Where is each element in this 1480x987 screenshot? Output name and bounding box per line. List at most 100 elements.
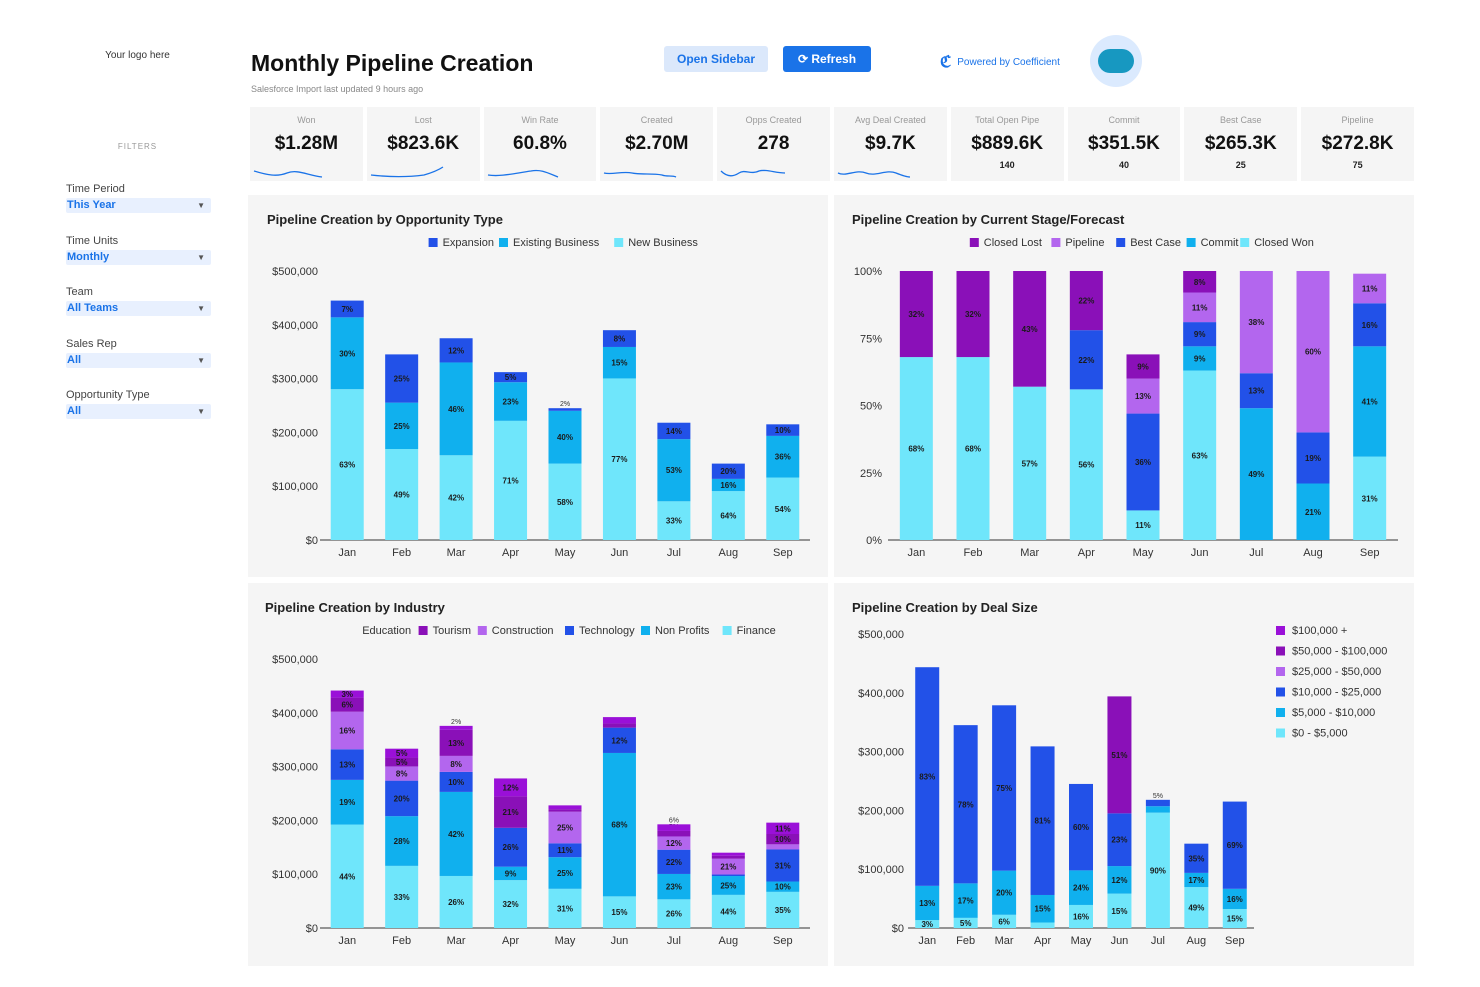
- y-tick-label: $100,000: [272, 869, 318, 881]
- bar-data-label: 75%: [996, 784, 1012, 793]
- bar-data-label: 6%: [341, 701, 353, 710]
- kpi-sparkline: [253, 170, 323, 178]
- y-tick-label: $200,000: [272, 427, 318, 439]
- deal-size-panel: Pipeline Creation by Deal Size $100,000 +…: [834, 583, 1414, 966]
- bar-segment: [494, 827, 528, 867]
- bar-segment: [330, 779, 364, 825]
- bar-segment: [1183, 292, 1217, 323]
- bar-segment: [1069, 783, 1093, 871]
- bar-data-label: 15%: [1227, 915, 1243, 924]
- open-sidebar-button[interactable]: Open Sidebar: [664, 46, 768, 72]
- bar-data-label: 9%: [1194, 354, 1206, 363]
- legend-label: Education: [362, 625, 411, 637]
- legend-label: Closed Won: [1254, 237, 1314, 249]
- y-tick-label: $400,000: [858, 688, 904, 700]
- bar-data-label: 12%: [503, 783, 519, 792]
- bar-segment: [548, 811, 582, 844]
- bar-segment: [1030, 894, 1055, 923]
- time-units-select[interactable]: Monthly ▼: [66, 250, 211, 265]
- kpi-card: Opps Created 278: [717, 107, 830, 181]
- powered-by[interactable]: ℭ Powered by Coefficient: [940, 52, 1060, 72]
- filters-title: FILTERS: [117, 142, 158, 151]
- bar-data-label: 3%: [341, 690, 353, 699]
- bar-segment: [711, 478, 745, 492]
- team-select[interactable]: All Teams ▼: [66, 301, 211, 316]
- bar-segment: [1107, 813, 1132, 867]
- x-tick-label: Feb: [956, 935, 975, 947]
- bar-segment: [548, 809, 582, 812]
- bar-data-label: 14%: [666, 427, 682, 436]
- bar-segment: [1069, 271, 1103, 331]
- bar-data-label: 5%: [396, 758, 408, 767]
- bar-data-label: 8%: [1194, 278, 1206, 287]
- bar-segment: [1013, 386, 1047, 540]
- chevron-down-icon: ▼: [197, 201, 205, 210]
- y-tick-label: $0: [306, 535, 318, 547]
- x-tick-label: Apr: [502, 935, 519, 947]
- bar-segment: [1030, 922, 1055, 928]
- bar-segment: [1126, 413, 1160, 511]
- select-value: Monthly: [67, 251, 110, 263]
- bar-data-label: 25%: [394, 375, 410, 384]
- kpi-sparkline: [370, 166, 444, 178]
- bar-data-label: 10%: [775, 883, 791, 892]
- bar-data-label: 13%: [919, 899, 935, 908]
- bar-segment: [899, 271, 933, 358]
- bar-segment: [385, 816, 419, 866]
- bar-segment: [953, 883, 978, 918]
- legend-swatch: [1240, 238, 1250, 247]
- bar-data-label: 17%: [1188, 876, 1204, 885]
- bar-data-label: 13%: [448, 739, 464, 748]
- sales-rep-select[interactable]: All ▼: [66, 353, 211, 368]
- filter-label: Opportunity Type: [66, 389, 150, 401]
- bar-data-label: 58%: [557, 498, 573, 507]
- bar-data-label: 20%: [394, 794, 410, 803]
- bar-data-label: 63%: [1192, 451, 1208, 460]
- bar-data-label: 32%: [503, 900, 519, 909]
- legend-label: $100,000 +: [1292, 625, 1347, 637]
- legend-swatch: [418, 626, 428, 635]
- kpi-label: Created: [640, 115, 673, 125]
- bar-segment: [657, 439, 691, 502]
- bar-data-label: 12%: [448, 346, 464, 355]
- bar-segment: [1239, 408, 1273, 540]
- bar-data-label: 22%: [666, 858, 682, 867]
- kpi-count: 140: [999, 160, 1015, 170]
- bar-data-label: 9%: [1137, 362, 1149, 371]
- x-tick-label: Sep: [773, 935, 793, 947]
- bar-segment: [1353, 346, 1387, 457]
- bar-data-label: 31%: [557, 904, 573, 913]
- bar-segment: [1126, 354, 1160, 379]
- logo-placeholder: Your logo here: [105, 50, 170, 61]
- x-tick-label: Aug: [719, 935, 739, 947]
- bar-data-label: 44%: [339, 872, 355, 881]
- y-tick-label: $0: [306, 923, 318, 935]
- bar-data-label: 15%: [1111, 907, 1127, 916]
- filter-team: Team All Teams ▼: [66, 286, 211, 316]
- legend-label: $0 - $5,000: [1292, 728, 1348, 740]
- bar-data-label: 43%: [1022, 325, 1038, 334]
- kpi-label: Best Case: [1220, 115, 1262, 125]
- x-tick-label: Aug: [719, 547, 739, 559]
- bar-data-label: 16%: [1073, 912, 1089, 921]
- chart-title: Pipeline Creation by Industry: [265, 600, 446, 615]
- bar-data-label: 26%: [503, 843, 519, 852]
- select-value: All Teams: [67, 302, 119, 314]
- bar-data-label: 6%: [669, 817, 679, 824]
- bar-data-label: 32%: [908, 310, 924, 319]
- kpi-label: Win Rate: [521, 115, 559, 125]
- chevron-down-icon: ▼: [197, 407, 205, 416]
- kpi-card: Total Open Pipe $889.6K 140: [950, 107, 1064, 181]
- bar-segment: [657, 830, 691, 837]
- kpi-label: Pipeline: [1341, 115, 1374, 125]
- refresh-button[interactable]: ⟳ Refresh: [783, 46, 871, 72]
- bar-segment: [494, 382, 528, 421]
- bar-data-label: 13%: [339, 761, 355, 770]
- coefficient-logo-icon: ℭ: [940, 54, 952, 71]
- bar-segment: [548, 805, 582, 810]
- opportunity-type-select[interactable]: All ▼: [66, 404, 211, 419]
- time-period-select[interactable]: This Year ▼: [66, 198, 211, 213]
- kpi-count: 40: [1118, 160, 1129, 170]
- bar-data-label: 10%: [448, 778, 464, 787]
- bar-segment: [711, 858, 745, 875]
